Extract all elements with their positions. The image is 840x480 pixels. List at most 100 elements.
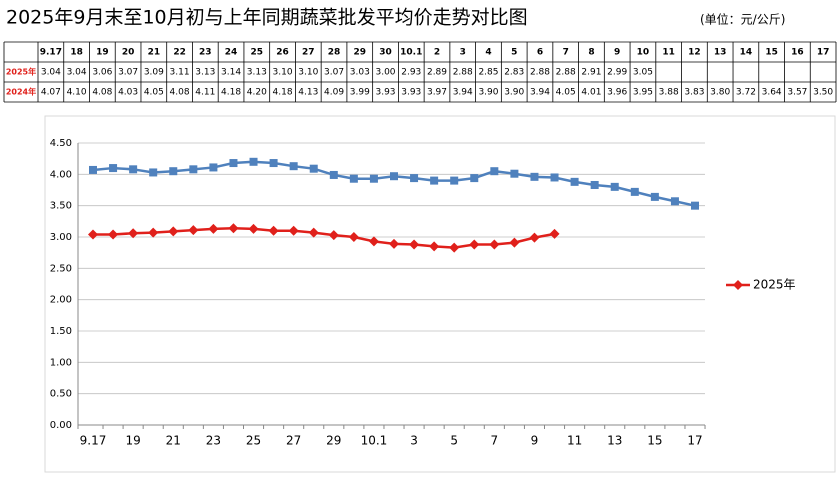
marker bbox=[369, 174, 378, 183]
chart-title: 2025年9月末至10月初与上年同期蔬菜批发平均价走势对比图 bbox=[6, 7, 528, 29]
x-tick-label: 21 bbox=[166, 434, 181, 448]
marker bbox=[149, 168, 158, 177]
table-header: 29 bbox=[354, 48, 367, 58]
table-header: 11 bbox=[662, 48, 675, 58]
table-header: 6 bbox=[537, 48, 543, 58]
table-header: 2 bbox=[434, 48, 440, 58]
marker bbox=[209, 163, 218, 172]
table-cell: 4.08 bbox=[170, 88, 190, 98]
marker bbox=[469, 239, 480, 250]
marker bbox=[248, 223, 259, 234]
x-tick-label: 3 bbox=[410, 434, 418, 448]
table-header: 25 bbox=[251, 48, 264, 58]
table-header: 19 bbox=[96, 48, 109, 58]
x-tick-label: 9.17 bbox=[80, 434, 107, 448]
x-tick-label: 17 bbox=[687, 434, 702, 448]
marker bbox=[650, 192, 659, 201]
table-cell: 2.93 bbox=[401, 68, 421, 78]
table-cell: 3.90 bbox=[478, 88, 498, 98]
marker bbox=[490, 167, 499, 176]
y-tick-label: 4.50 bbox=[50, 138, 72, 149]
table-cell: 3.99 bbox=[350, 88, 370, 98]
marker bbox=[691, 201, 699, 210]
marker bbox=[530, 172, 539, 181]
table-cell: 4.10 bbox=[67, 88, 87, 98]
marker bbox=[89, 165, 97, 174]
x-tick-label: 27 bbox=[286, 434, 301, 448]
table-header: 17 bbox=[817, 48, 830, 58]
table-cell: 3.93 bbox=[401, 88, 421, 98]
y-tick-label: 1.00 bbox=[50, 357, 72, 368]
y-tick-label: 4.00 bbox=[50, 169, 72, 180]
table-cell: 3.83 bbox=[684, 88, 704, 98]
table-cell: 2.91 bbox=[581, 68, 601, 78]
table-cell: 4.18 bbox=[273, 88, 293, 98]
table-cell: 3.57 bbox=[787, 88, 807, 98]
table-cell: 3.05 bbox=[633, 68, 653, 78]
marker bbox=[429, 241, 440, 252]
marker bbox=[329, 170, 338, 179]
marker bbox=[109, 164, 118, 173]
table-cell: 2.88 bbox=[530, 68, 550, 78]
table-cell: 4.03 bbox=[118, 88, 138, 98]
table-header: 21 bbox=[148, 48, 161, 58]
table-cell: 3.13 bbox=[195, 68, 215, 78]
marker bbox=[328, 230, 339, 241]
table-cell: 3.96 bbox=[607, 88, 627, 98]
table-header: 30 bbox=[379, 48, 392, 58]
table-cell: 3.06 bbox=[92, 68, 112, 78]
x-tick-label: 13 bbox=[607, 434, 622, 448]
table-cell: 3.88 bbox=[659, 88, 679, 98]
table-header: 18 bbox=[70, 48, 83, 58]
table-cell: 3.04 bbox=[41, 68, 61, 78]
table-cell: 3.95 bbox=[633, 88, 653, 98]
table-header: 20 bbox=[122, 48, 135, 58]
y-tick-label: 1.50 bbox=[50, 326, 72, 337]
table-header: 23 bbox=[199, 48, 212, 58]
table-cell: 2.88 bbox=[556, 68, 576, 78]
table-cell: 3.14 bbox=[221, 68, 241, 78]
table-cell: 3.13 bbox=[247, 68, 267, 78]
table-cell: 2.88 bbox=[453, 68, 473, 78]
table-cell: 3.03 bbox=[350, 68, 370, 78]
table-cell: 2.85 bbox=[478, 68, 498, 78]
table-cell: 3.94 bbox=[530, 88, 550, 98]
series-line bbox=[92, 160, 696, 207]
marker bbox=[148, 227, 159, 238]
x-tick-label: 9 bbox=[531, 434, 539, 448]
marker bbox=[208, 223, 219, 234]
table-cell: 4.20 bbox=[247, 88, 267, 98]
table-cell: 3.00 bbox=[375, 68, 395, 78]
table-cell: 3.04 bbox=[67, 68, 87, 78]
marker bbox=[289, 162, 298, 171]
table-cell: 4.11 bbox=[195, 88, 215, 98]
marker bbox=[449, 242, 460, 253]
marker bbox=[368, 236, 379, 247]
table-cell: 4.13 bbox=[298, 88, 318, 98]
table-cell: 2.89 bbox=[427, 68, 447, 78]
series-line bbox=[93, 226, 555, 249]
marker bbox=[168, 226, 179, 237]
table-header: 7 bbox=[563, 48, 569, 58]
marker bbox=[268, 225, 279, 236]
marker bbox=[229, 159, 238, 168]
marker bbox=[169, 167, 178, 176]
table-header: 12 bbox=[688, 48, 701, 58]
marker bbox=[309, 164, 318, 173]
table-cell: 4.09 bbox=[324, 88, 344, 98]
table-cell: 3.10 bbox=[273, 68, 293, 78]
y-tick-label: 0.50 bbox=[50, 389, 72, 400]
marker bbox=[108, 229, 119, 240]
marker bbox=[509, 237, 520, 248]
x-tick-label: 7 bbox=[491, 434, 499, 448]
marker bbox=[570, 177, 579, 186]
table-header: 8 bbox=[588, 48, 594, 58]
table-cell: 3.93 bbox=[375, 88, 395, 98]
table-cell: 3.07 bbox=[324, 68, 344, 78]
table-header: 22 bbox=[173, 48, 186, 58]
row-label: 2025年 bbox=[6, 67, 36, 77]
table-header: 13 bbox=[714, 48, 727, 58]
marker bbox=[410, 174, 419, 183]
y-tick-label: 0.00 bbox=[50, 420, 72, 431]
marker bbox=[549, 228, 560, 239]
